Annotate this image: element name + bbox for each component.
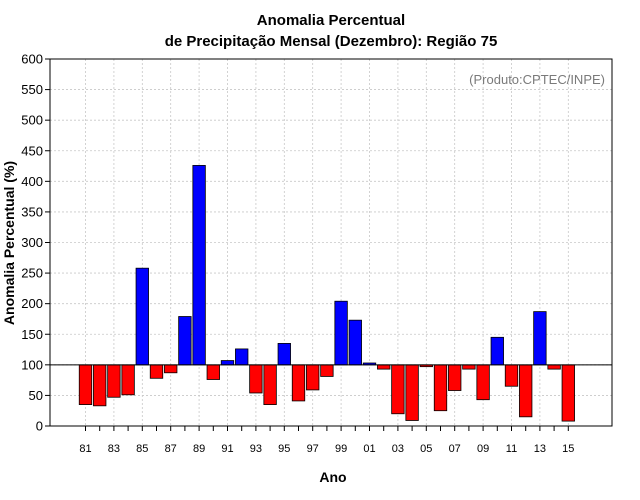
x-tick-label: 11 [506,443,517,455]
x-tick-label: 97 [307,443,319,455]
bar-99 [334,300,348,366]
y-tick-label: 300 [21,235,43,250]
x-tick-label: 83 [108,443,120,455]
bar-91 [220,360,235,366]
x-tick-label: 93 [250,443,262,455]
y-tick-label: 400 [21,174,43,189]
bar-series [78,165,575,422]
bar-84 [121,364,135,396]
y-tick-label: 600 [21,52,43,67]
bar-89 [192,165,206,366]
y-tick-label: 200 [21,296,43,311]
bar-02 [377,364,391,370]
x-tick-label: 13 [534,443,546,455]
x-tick-label: 15 [562,443,574,455]
bar-08 [462,364,476,370]
bar-81 [78,364,93,405]
x-tick-label: 99 [335,443,347,455]
bar-95 [277,343,291,366]
bar-09 [476,364,490,401]
bar-83 [107,364,121,398]
y-axis-label: Anomalia Percentual (%) [1,161,17,325]
x-tick-label: 03 [392,443,404,455]
bar-12 [519,364,533,418]
y-tick-label: 550 [21,82,43,97]
bar-87 [164,364,178,374]
y-tick-label: 350 [21,204,43,219]
x-tick-label: 09 [477,443,489,455]
bar-92 [235,348,249,366]
bar-10 [490,336,504,366]
y-tick-label: 250 [21,266,43,281]
y-tick-label: 500 [21,113,43,128]
y-tick-label: 0 [36,419,43,434]
y-tick-label: 450 [21,143,43,158]
x-tick-label: 89 [193,443,205,455]
x-tick-label: 07 [449,443,461,455]
chart-title-line2: de Precipitação Mensal (Dezembro): Regiã… [165,33,498,50]
bar-11 [504,364,519,387]
bar-82 [93,364,107,407]
y-axis: 0 50 100 150 200 250 300 350 400 450 500 550 600 [21,52,50,434]
x-axis-label: Ano [319,469,346,485]
y-tick-label: 150 [21,327,43,342]
bar-86 [149,364,164,379]
y-tick-label: 50 [29,388,43,403]
bar-85 [135,267,149,366]
x-axis: 81 83 85 87 89 91 93 95 97 99 01 03 05 07 09 11 13 15 [79,426,574,455]
x-tick-label: 91 [221,443,233,455]
x-tick-label: 87 [165,443,177,455]
bar-94 [263,364,277,405]
chart-title-line1: Anomalia Percentual [257,12,405,29]
y-tick-label: 100 [21,357,43,372]
bar-06 [433,364,448,412]
bar-03 [391,364,405,415]
bar-98 [320,364,334,377]
x-tick-label: 01 [363,443,375,455]
bar-97 [306,364,320,391]
x-tick-label: 05 [420,443,432,455]
x-tick-label: 81 [79,443,91,455]
credit-label: (Produto:CPTEC/INPE) [469,72,605,87]
bar-07 [448,364,462,391]
bar-00 [348,319,362,366]
bar-93 [249,364,263,394]
bar-90 [206,364,220,380]
bar-14 [547,364,561,370]
bar-13 [533,311,547,366]
x-tick-label: 95 [278,443,290,455]
bar-15 [561,364,575,422]
x-tick-label: 85 [136,443,148,455]
bar-96 [291,364,306,402]
bar-88 [178,316,192,366]
bar-04 [405,364,419,421]
